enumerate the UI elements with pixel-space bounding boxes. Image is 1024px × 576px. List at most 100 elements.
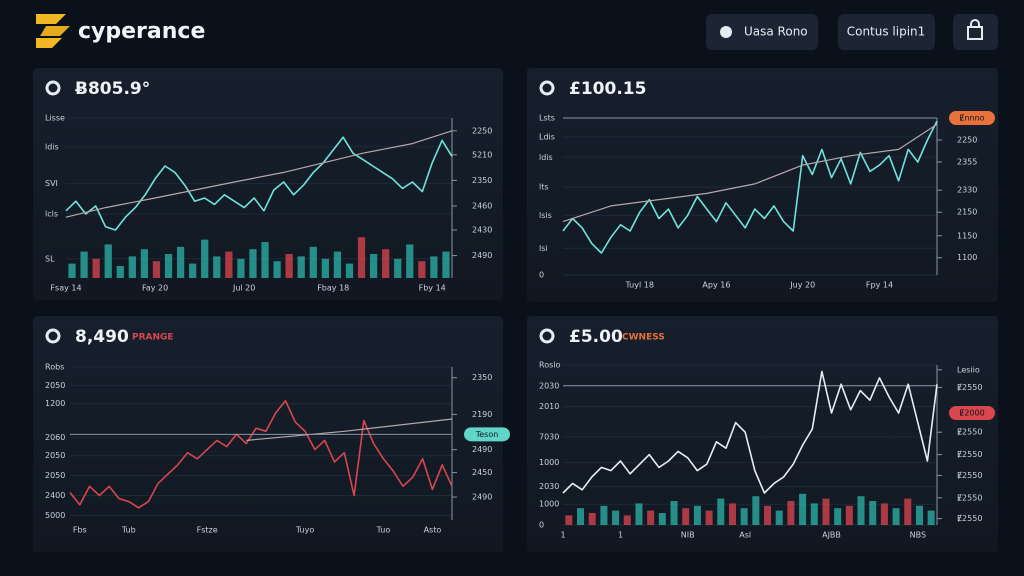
volume-bar bbox=[834, 508, 842, 525]
volume-bar bbox=[915, 505, 923, 525]
panel-badge: PRANGE bbox=[132, 333, 174, 343]
y2-tick-label: 2190 bbox=[472, 410, 492, 419]
y2-tick-label: 2490 bbox=[472, 445, 492, 454]
price-tag bbox=[949, 406, 995, 420]
y-tick-label: 5000 bbox=[45, 511, 65, 520]
volume-bar bbox=[104, 244, 112, 278]
y-tick-label: lsis bbox=[539, 211, 552, 220]
x-tick-label: Fbs bbox=[73, 526, 87, 535]
price-tag-label: Teson bbox=[475, 430, 499, 439]
y2-tick-label: 2490 bbox=[472, 493, 492, 502]
price-tag bbox=[949, 111, 995, 125]
volume-bar bbox=[237, 258, 245, 278]
volume-bar bbox=[68, 263, 76, 278]
y2-tick-label: 2450 bbox=[472, 468, 492, 477]
volume-bar bbox=[600, 505, 608, 525]
volume-bar bbox=[297, 256, 305, 278]
y-tick-label: Lisse bbox=[45, 114, 65, 123]
y2-tick-label: Ɇ2550 bbox=[957, 470, 982, 480]
volume-bar bbox=[176, 246, 185, 278]
x-tick-label: 1 bbox=[560, 531, 565, 540]
price-tag bbox=[464, 427, 510, 442]
y-tick-label: lcls bbox=[45, 210, 58, 219]
y-tick-label: 2050 bbox=[45, 381, 65, 390]
y2-tick-label: 2350 bbox=[472, 176, 492, 185]
price-line bbox=[562, 120, 938, 254]
bag-button[interactable] bbox=[953, 14, 998, 50]
volume-bar bbox=[369, 254, 378, 278]
price-line bbox=[69, 399, 453, 509]
x-tick-label: Fsay 14 bbox=[50, 284, 81, 293]
y2-tick-label: Lesiio bbox=[957, 365, 980, 374]
volume-bar bbox=[588, 513, 596, 525]
y2-tick-label: Ɇ2550 bbox=[957, 449, 982, 459]
x-tick-label: Tuo bbox=[376, 526, 391, 535]
volume-bar bbox=[261, 242, 269, 278]
x-tick-label: Juy 20 bbox=[789, 281, 815, 290]
x-tick-label: Fpy 14 bbox=[866, 281, 893, 290]
x-tick-label: Jul 20 bbox=[232, 284, 255, 293]
y2-tick-label: Ɇ2550 bbox=[957, 382, 982, 392]
volume-bar bbox=[740, 508, 748, 525]
y-tick-label: lts bbox=[539, 183, 549, 192]
y2-tick-label: Ɇ2550 bbox=[957, 513, 982, 523]
x-tick-label: Tub bbox=[121, 526, 136, 535]
price-tag-label: Ɇ2000 bbox=[959, 408, 984, 418]
volume-bar bbox=[213, 256, 221, 278]
y-tick-label: ldis bbox=[45, 142, 59, 151]
y2-tick-label: 2350 bbox=[472, 373, 492, 382]
y2-tick-label: 2430 bbox=[472, 226, 492, 235]
y-tick-label: 0 bbox=[539, 521, 544, 530]
y-tick-label: 2050 bbox=[45, 451, 65, 460]
y2-tick-label: 2490 bbox=[472, 251, 492, 260]
x-tick-label: AJBB bbox=[822, 531, 841, 540]
volume-bar bbox=[728, 503, 736, 525]
volume-bar bbox=[92, 258, 100, 278]
y-tick-label: 2010 bbox=[539, 402, 559, 411]
y-tick-label: 2030 bbox=[539, 482, 559, 491]
volume-bar bbox=[140, 249, 149, 278]
panel-icon bbox=[45, 80, 61, 96]
volume-bar bbox=[705, 510, 713, 525]
account-button[interactable] bbox=[706, 14, 818, 50]
y-tick-label: 2060 bbox=[45, 433, 65, 442]
volume-bar bbox=[394, 258, 402, 278]
y2-tick-label: 2460 bbox=[472, 202, 492, 211]
brand-name: cyperance bbox=[78, 19, 205, 44]
x-tick-label: Asto bbox=[424, 526, 442, 535]
y-tick-label: Robs bbox=[45, 363, 64, 372]
volume-bar bbox=[273, 261, 281, 278]
volume-bar bbox=[333, 251, 342, 278]
y2-tick-label: 1150 bbox=[957, 231, 977, 240]
volume-bar bbox=[321, 258, 329, 278]
volume-bar bbox=[249, 249, 257, 278]
price-tag-label: Ɇnnno bbox=[959, 113, 984, 123]
volume-bar bbox=[623, 515, 631, 525]
y2-tick-label: Ɇ2550 bbox=[957, 427, 982, 437]
panel bbox=[527, 316, 998, 552]
volume-bar bbox=[799, 493, 807, 525]
y-tick-label: 1200 bbox=[45, 399, 65, 408]
volume-bar bbox=[810, 503, 818, 525]
volume-bar bbox=[565, 515, 573, 525]
contact-button[interactable] bbox=[838, 14, 935, 50]
volume-bar bbox=[869, 501, 877, 525]
y2-tick-label: 1100 bbox=[957, 253, 977, 262]
y2-tick-label: Ɇ2550 bbox=[957, 492, 982, 502]
x-tick-label: NIB bbox=[681, 531, 695, 540]
volume-bar bbox=[309, 246, 317, 278]
y-tick-label: ldis bbox=[539, 153, 553, 162]
price-line bbox=[562, 370, 938, 494]
volume-bar bbox=[635, 503, 643, 525]
y2-tick-label: 2150 bbox=[957, 208, 977, 217]
panel-icon bbox=[539, 328, 555, 344]
volume-bar bbox=[418, 261, 426, 278]
volume-bar bbox=[577, 508, 585, 525]
volume-bar bbox=[406, 244, 414, 278]
logo bbox=[36, 14, 70, 48]
panel-icon bbox=[45, 328, 61, 344]
volume-bar bbox=[904, 498, 912, 525]
x-tick-label: Tuyo bbox=[295, 526, 314, 535]
